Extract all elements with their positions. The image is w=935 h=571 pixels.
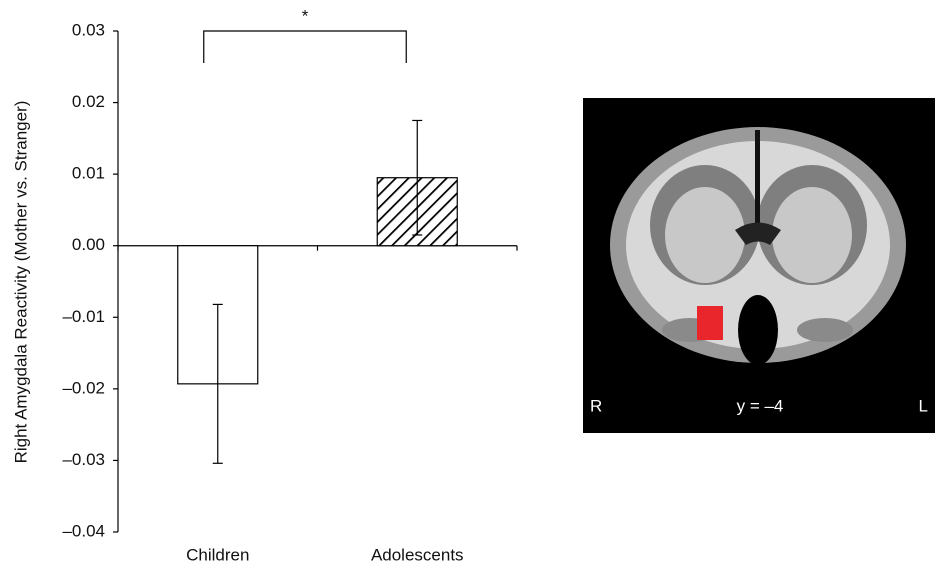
y-tick-label: 0.02 — [72, 92, 105, 111]
image-label-left: R — [590, 396, 602, 415]
x-tick-label: Adolescents — [371, 545, 464, 564]
x-tick-label: Children — [186, 545, 249, 564]
y-tick-label: 0.01 — [72, 164, 105, 183]
y-tick-label: 0.03 — [72, 20, 105, 39]
y-axis-label: Right Amygdala Reactivity (Mother vs. St… — [11, 101, 30, 464]
y-tick-label: –0.02 — [62, 378, 105, 397]
y-tick-label: –0.03 — [62, 450, 105, 469]
significance-marker: * — [302, 6, 309, 25]
y-tick-label: –0.04 — [62, 521, 105, 540]
image-label-right: L — [919, 396, 928, 415]
brain-image — [583, 98, 935, 433]
y-tick-label: –0.01 — [62, 307, 105, 326]
slice-label: y = –4 — [737, 396, 784, 415]
y-tick-label: 0.00 — [72, 235, 105, 254]
significance-bracket — [203, 30, 407, 63]
